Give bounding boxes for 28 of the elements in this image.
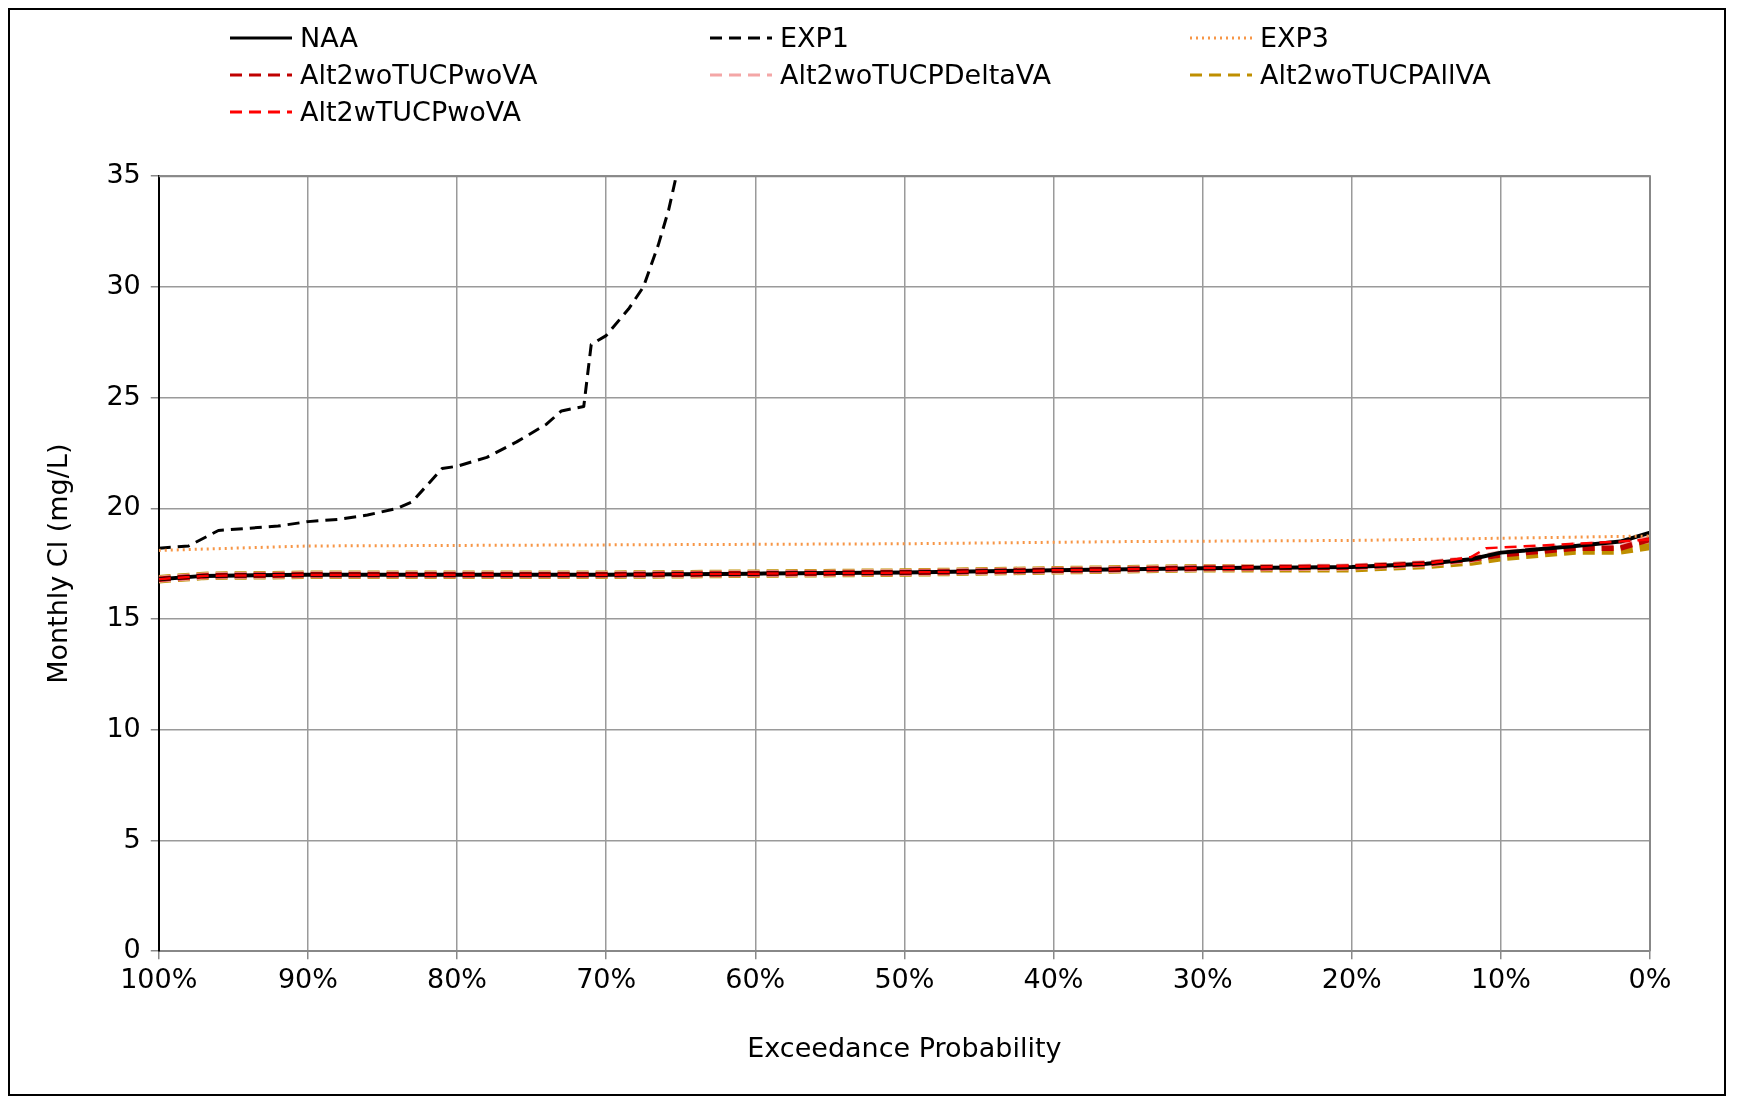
x-tick-label: 100%	[120, 963, 198, 995]
y-tick-label: 15	[106, 601, 141, 633]
x-axis-title: Exceedance Probability	[747, 1031, 1062, 1063]
y-axis-title: Monthly Cl (mg/L)	[42, 443, 74, 684]
x-tick-label: 90%	[277, 963, 338, 995]
legend-label: Alt2woTUCPwoVA	[300, 59, 538, 90]
y-tick-label: 5	[123, 822, 141, 854]
y-tick-label: 35	[106, 158, 141, 190]
x-tick-label: 50%	[874, 963, 935, 995]
y-tick-label: 0	[123, 933, 141, 965]
y-tick-label: 10	[106, 711, 141, 743]
x-tick-label: 70%	[576, 963, 637, 995]
legend-label: EXP1	[780, 22, 850, 53]
x-tick-label: 80%	[427, 963, 488, 995]
y-tick-label: 25	[106, 379, 141, 411]
legend-label: Alt2woTUCPAllVA	[1260, 59, 1491, 90]
x-tick-label: 40%	[1023, 963, 1084, 995]
x-tick-label: 20%	[1321, 963, 1382, 995]
legend-label: NAA	[300, 22, 358, 53]
x-tick-label: 0%	[1628, 963, 1672, 995]
legend-label: Alt2wTUCPwoVA	[300, 96, 522, 127]
y-tick-label: 20	[106, 490, 141, 522]
x-tick-label: 30%	[1172, 963, 1233, 995]
x-tick-label: 60%	[725, 963, 786, 995]
legend-label: Alt2woTUCPDeltaVA	[780, 59, 1051, 90]
y-tick-label: 30	[106, 268, 141, 300]
legend-label: EXP3	[1260, 22, 1330, 53]
x-tick-label: 10%	[1470, 963, 1531, 995]
